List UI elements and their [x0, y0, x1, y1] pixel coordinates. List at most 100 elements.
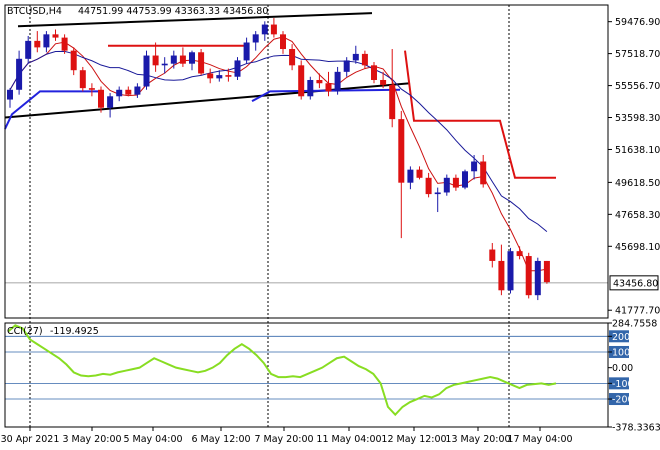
candle-body	[434, 192, 441, 195]
cci-title-label: CCI(27)	[7, 326, 43, 337]
candle-body	[352, 53, 359, 61]
candle-body	[371, 65, 377, 80]
candle-body	[425, 177, 432, 195]
candle-body	[189, 52, 195, 64]
candle-body	[216, 75, 223, 79]
cci-tick-label: 200	[612, 332, 630, 343]
cci-pane-frame	[4, 322, 609, 428]
candlestick-series	[7, 18, 550, 301]
support-level	[251, 88, 401, 103]
candle-body	[389, 84, 396, 120]
time-tick-label: 30 Apr 2021	[1, 434, 60, 445]
candle-body	[16, 58, 23, 90]
candle-body	[380, 79, 387, 85]
candle-body	[534, 260, 541, 296]
candle-body	[261, 24, 268, 35]
candle-body	[325, 83, 332, 92]
candle-body	[307, 79, 314, 97]
candle-body	[525, 256, 532, 296]
candle-body	[7, 89, 13, 100]
candle-body	[152, 55, 159, 66]
cci-tick-label: 284.7558	[612, 319, 657, 330]
candle-body	[143, 55, 150, 87]
candle-body	[107, 96, 114, 108]
time-tick-label: 17 May 04:00	[507, 434, 572, 445]
price-tick-label: 45698.10	[615, 242, 660, 253]
price-tick-label: 55556.70	[615, 81, 660, 92]
ohlc-readout: 44751.99 44753.99 43363.33 43456.80	[78, 6, 268, 17]
price-tick-label: 57518.70	[615, 49, 660, 60]
candle-body	[116, 89, 123, 97]
price-tick-label: 59476.90	[615, 17, 660, 28]
candle-body	[198, 52, 205, 74]
candle-body	[398, 119, 405, 183]
time-tick-label: 7 May 20:00	[254, 434, 313, 445]
candle-body	[52, 34, 59, 38]
candle-body	[61, 37, 68, 51]
candle-body	[343, 60, 350, 72]
candle-body	[443, 177, 450, 193]
time-tick-label: 5 May 04:00	[123, 434, 182, 445]
candle-body	[243, 42, 250, 61]
upper-trendline	[17, 12, 373, 28]
price-tick-label: 47658.30	[615, 210, 660, 221]
main-chart-gridlines	[5, 5, 608, 427]
candle-body	[170, 55, 177, 64]
candle-body	[480, 161, 487, 185]
price-tick-label: 41777.70	[615, 306, 660, 317]
candle-body	[316, 79, 323, 84]
candle-body	[161, 63, 168, 66]
cci-line	[7, 324, 557, 417]
cci-value-label: -119.4925	[50, 326, 99, 337]
candle-body	[234, 60, 241, 77]
cci-level-tag	[609, 330, 629, 343]
lower-trendline	[4, 82, 411, 119]
candle-body	[34, 40, 41, 48]
candle-body	[98, 89, 104, 108]
time-tick-label: 11 May 04:00	[316, 434, 381, 445]
candle-body	[88, 88, 95, 90]
cci-tick-label: -200	[612, 395, 634, 406]
candle-body	[543, 260, 550, 283]
cci-tick-label: -378.3363	[612, 423, 660, 434]
main-pane-frame	[4, 4, 609, 319]
candle-body	[225, 75, 232, 77]
candle-body	[179, 55, 186, 64]
candle-body	[280, 34, 286, 50]
candle-body	[507, 251, 514, 291]
candle-body	[361, 53, 368, 66]
cci-tick-label: 0.00	[612, 363, 633, 374]
candle-body	[289, 49, 296, 66]
candle-body	[79, 70, 86, 89]
candle-body	[134, 86, 141, 95]
candle-body	[70, 50, 77, 71]
candle-body	[25, 40, 32, 59]
candle-body	[462, 171, 468, 188]
current-price-label: 43456.80	[613, 278, 658, 289]
chart-axes: 59476.90 57518.70 55556.70 53598.30 51638.10…	[1, 4, 660, 445]
symbol-timeframe-label: BTCUSD,H4	[7, 6, 62, 17]
candle-body	[489, 249, 496, 261]
price-tick-label: 53598.30	[615, 113, 660, 124]
candle-body	[516, 251, 523, 257]
price-tick-label: 51638.10	[615, 145, 660, 156]
cci-level-tag	[609, 393, 629, 406]
indicator-overlays	[4, 12, 556, 272]
resistance-level	[404, 50, 556, 179]
candle-body	[416, 169, 423, 178]
fast-moving-average	[9, 36, 547, 272]
candle-body	[471, 161, 478, 172]
candle-body	[407, 169, 414, 183]
price-tick-label: 49618.50	[615, 178, 660, 189]
candle-body	[334, 71, 341, 92]
time-tick-label: 12 May 12:00	[381, 434, 446, 445]
candle-body	[252, 34, 259, 43]
candle-body	[207, 73, 214, 79]
candle-body	[125, 89, 132, 95]
current-price-tag	[609, 275, 659, 291]
cci-tick-label: 100	[612, 347, 630, 358]
candle-body	[298, 65, 305, 97]
cci-level-tag	[609, 377, 629, 390]
slow-moving-average	[9, 50, 548, 232]
